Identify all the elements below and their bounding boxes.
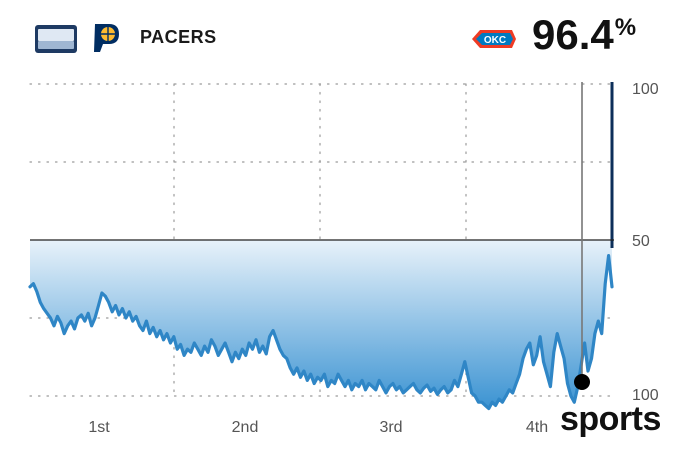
x-tick-label: 2nd [232,419,259,436]
x-tick-label: 3rd [379,419,402,436]
area-layer [28,82,614,411]
watermark: sports [560,400,661,438]
x-tick-label: 1st [88,419,110,436]
away-team-name: PACERS [140,27,217,47]
y-tick-label: 50 [632,233,650,250]
win-probability-chart: 100 50 100 1st 2nd 3rd 4th [28,81,659,436]
probability-area [30,240,612,409]
moment-marker-dot [574,374,590,390]
x-tick-label: 4th [526,419,548,436]
pacers-logo-icon [94,24,119,52]
win-probability-suffix: % [614,14,637,41]
y-tick-label: 100 [632,81,659,98]
team-color-swatch-icon [35,25,77,53]
win-probability: 96.4% [532,14,636,56]
y-tick-label: 100 [632,387,659,404]
probability-line [28,254,614,411]
axis-layer: 100 50 100 1st 2nd 3rd 4th [30,81,659,436]
header: PACERS OKC 96.4% [0,0,680,76]
grid [29,83,615,397]
okc-logo-icon: OKC [472,30,516,48]
okc-logo-text: OKC [484,35,506,46]
win-probability-value: 96.4 [532,11,614,58]
